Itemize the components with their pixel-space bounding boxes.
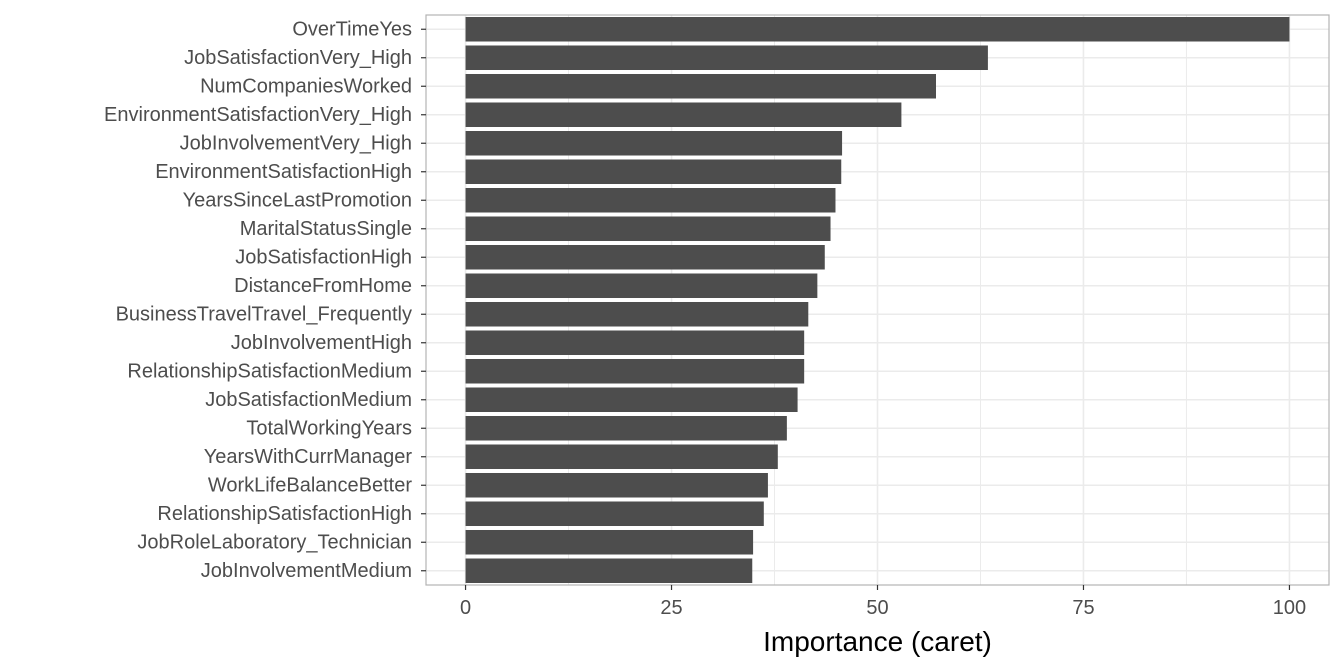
y-tick-label: MaritalStatusSingle (240, 218, 412, 240)
x-axis-ticks: 0 25 50 75 100 (460, 585, 1306, 619)
bar (465, 73, 936, 99)
bar (465, 387, 798, 413)
y-tick-label: JobSatisfactionVery_High (184, 47, 412, 69)
bar (465, 558, 753, 584)
bar (465, 330, 805, 356)
bars (465, 16, 1290, 584)
bar (465, 187, 836, 213)
y-tick-label: JobRoleLaboratory_Technician (137, 531, 412, 553)
y-tick-label: JobInvolvementHigh (231, 332, 412, 354)
bar (465, 244, 825, 270)
y-tick-label: RelationshipSatisfactionHigh (157, 503, 412, 525)
bar (465, 45, 988, 71)
x-axis-title: Importance (caret) (763, 626, 992, 657)
x-tick-label: 0 (460, 597, 471, 619)
y-axis-ticks: OverTimeYes JobSatisfactionVery_High NumCo… (104, 18, 426, 582)
y-tick-label: JobSatisfactionMedium (205, 389, 412, 411)
bar (465, 529, 754, 555)
bar (465, 102, 902, 128)
x-tick-label: 100 (1273, 597, 1306, 619)
bar (465, 444, 778, 470)
bar (465, 273, 818, 299)
bar (465, 16, 1290, 42)
y-tick-label: YearsWithCurrManager (204, 446, 413, 468)
bar (465, 358, 805, 384)
major-gridlines (426, 15, 1329, 585)
y-tick-label: TotalWorkingYears (246, 417, 412, 439)
y-tick-label: JobInvolvementVery_High (180, 132, 412, 154)
y-tick-label: DistanceFromHome (234, 275, 412, 297)
y-tick-label: JobSatisfactionHigh (235, 246, 412, 268)
bar (465, 415, 787, 441)
bar (465, 301, 809, 327)
y-tick-label: EnvironmentSatisfactionVery_High (104, 104, 412, 126)
y-tick-label: YearsSinceLastPromotion (183, 189, 412, 211)
x-tick-label: 25 (660, 597, 682, 619)
y-tick-label: BusinessTravelTravel_Frequently (116, 303, 412, 325)
bar (465, 159, 842, 185)
y-tick-label: RelationshipSatisfactionMedium (127, 360, 412, 382)
bar (465, 216, 831, 242)
y-tick-label: EnvironmentSatisfactionHigh (155, 161, 412, 183)
bar (465, 472, 768, 498)
y-tick-label: WorkLifeBalanceBetter (208, 474, 413, 496)
x-tick-label: 50 (866, 597, 888, 619)
x-tick-label: 75 (1072, 597, 1094, 619)
bar (465, 501, 764, 527)
y-tick-label: OverTimeYes (292, 18, 412, 40)
bar (465, 130, 843, 156)
y-tick-label: JobInvolvementMedium (201, 560, 412, 582)
y-tick-label: NumCompaniesWorked (200, 75, 412, 97)
